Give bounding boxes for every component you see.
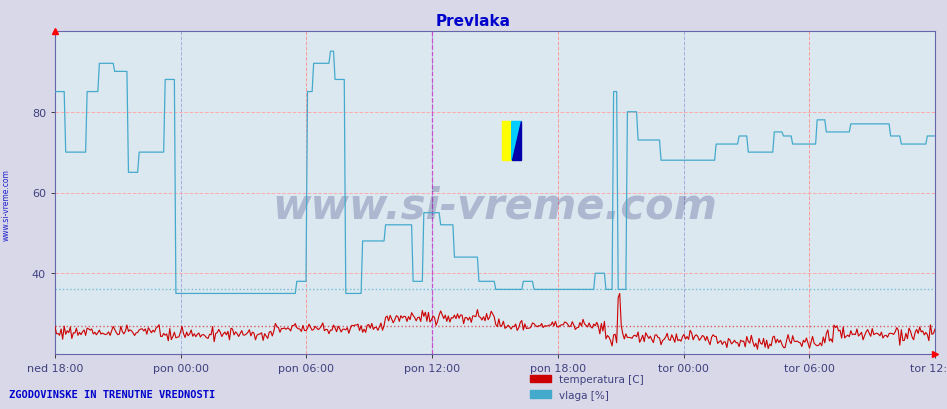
Text: ZGODOVINSKE IN TRENUTNE VREDNOSTI: ZGODOVINSKE IN TRENUTNE VREDNOSTI	[9, 389, 216, 399]
Text: Prevlaka: Prevlaka	[436, 14, 511, 29]
Bar	[502, 122, 511, 161]
Polygon shape	[511, 122, 522, 161]
Legend: temperatura [C], vlaga [%]: temperatura [C], vlaga [%]	[526, 370, 649, 404]
Polygon shape	[511, 122, 522, 161]
Text: www.si-vreme.com: www.si-vreme.com	[273, 185, 718, 227]
Text: www.si-vreme.com: www.si-vreme.com	[1, 169, 10, 240]
